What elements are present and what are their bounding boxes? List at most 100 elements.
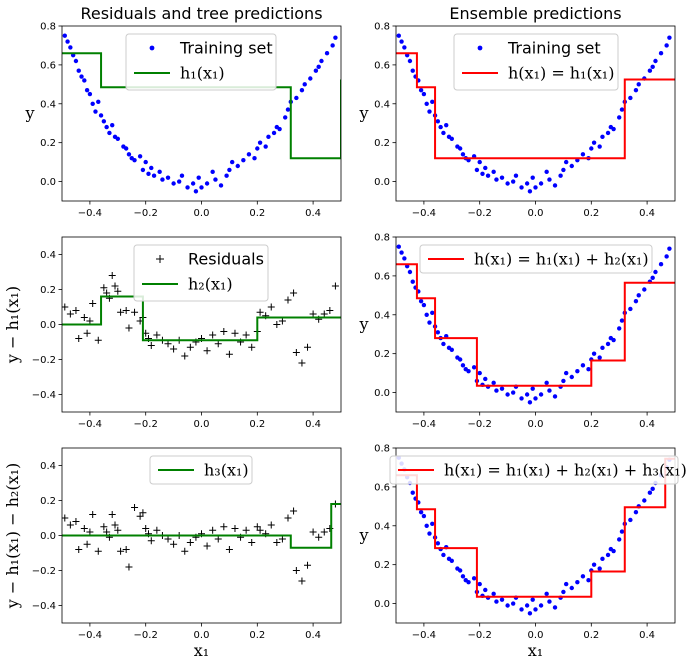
data-point [79, 74, 84, 79]
axes-frame [61, 447, 342, 624]
data-point [441, 130, 446, 136]
data-point [558, 173, 563, 178]
y-tick-label: 0.0 [40, 320, 56, 331]
data-point [75, 335, 83, 342]
legend-box [419, 244, 653, 274]
x-tick-label: 0.0 [194, 630, 210, 641]
data-point [278, 535, 286, 543]
data-point [292, 567, 300, 574]
data-point [66, 521, 74, 529]
data-point [111, 282, 119, 290]
data-point [160, 177, 165, 182]
legend: Residuals h₂(x₁) [133, 244, 269, 302]
data-point [617, 326, 622, 331]
data-point [421, 302, 427, 308]
x-tick-label: 0.4 [639, 630, 655, 641]
legend-label: Training set [179, 39, 273, 58]
legend: Training set h(x₁) = h₁(x₁) [453, 33, 619, 91]
data-point [421, 91, 427, 97]
data-point [309, 310, 317, 318]
data-point [664, 254, 669, 259]
legend-label: h₂(x₁) [188, 275, 233, 294]
data-point [153, 526, 161, 534]
data-point [538, 603, 544, 608]
data-point [333, 35, 338, 40]
x-tick-label: 0.4 [639, 208, 655, 219]
data-point [93, 109, 98, 114]
data-point [89, 300, 97, 307]
y-tick-label: 0.4 [374, 521, 390, 532]
data-point [633, 87, 639, 93]
data-point [449, 136, 454, 141]
plot-area [62, 33, 341, 194]
data-point [519, 607, 524, 612]
data-point [477, 581, 482, 587]
data-point [284, 514, 292, 522]
data-point [304, 343, 312, 351]
data-point [533, 185, 538, 190]
x-tick-label: 0.0 [194, 208, 210, 219]
data-point [131, 504, 139, 511]
data-point [441, 552, 446, 558]
x-tick-label: −0.4 [412, 630, 436, 641]
y-tick-label: 0.8 [40, 22, 56, 33]
data-point [94, 336, 102, 344]
data-point [424, 523, 429, 528]
data-point [241, 157, 246, 163]
data-point [457, 146, 463, 151]
x-tick-label: −0.4 [78, 208, 102, 219]
data-point [628, 517, 633, 523]
data-point [231, 525, 239, 532]
data-point [117, 547, 125, 555]
data-point [477, 159, 482, 165]
data-point [96, 99, 101, 105]
y-tick-label: 0.4 [40, 461, 56, 472]
data-point [242, 526, 250, 534]
data-point [563, 159, 569, 165]
data-point [575, 579, 580, 585]
data-point [530, 597, 535, 602]
data-point [449, 558, 454, 563]
prediction-step-line [62, 503, 341, 549]
y-tick-label: 0.4 [374, 99, 390, 110]
data-point [527, 400, 533, 405]
data-point [181, 352, 189, 360]
y-tick-label: 0.8 [374, 444, 390, 455]
legend: h₃(x₁) [149, 455, 253, 485]
y-tick-label: 0.6 [374, 482, 390, 493]
data-point [122, 307, 130, 314]
data-point [62, 514, 69, 522]
data-point [80, 314, 88, 321]
y-tick-label: 0.0 [374, 177, 390, 188]
data-point [199, 185, 204, 190]
legend-label: h(x₁) = h₁(x₁) + h₂(x₁) [474, 250, 649, 269]
data-point [84, 87, 90, 93]
data-point [396, 244, 401, 249]
legend-label: h(x₁) = h₁(x₁) + h₂(x₁) + h₃(x₁) [444, 461, 687, 480]
data-point [86, 528, 94, 536]
data-point [435, 119, 441, 124]
prediction-step-line [396, 457, 675, 598]
legend: h(x₁) = h₁(x₁) + h₂(x₁) [419, 244, 653, 274]
data-point [170, 540, 178, 548]
data-point [104, 124, 109, 130]
y-tick-label: 0.4 [40, 99, 56, 110]
data-point [257, 140, 263, 145]
data-point [466, 579, 471, 585]
y-tick-label: 0.2 [374, 138, 390, 149]
data-point [561, 589, 566, 595]
data-point [586, 367, 591, 372]
data-point [324, 51, 330, 56]
legend-marker [156, 255, 164, 263]
data-point [650, 275, 655, 281]
chart-panel-1: −0.4 −0.2 0.0 0.2 0.4 0.0 0.2 0.4 0.6 0.8 Residual… [24, 4, 342, 219]
y-tick-label: 0.8 [374, 22, 390, 33]
data-point [164, 535, 172, 543]
data-point [103, 289, 111, 297]
data-point [218, 183, 224, 188]
data-point [170, 345, 178, 353]
data-point [171, 181, 176, 186]
data-point [68, 45, 73, 50]
data-point [580, 574, 586, 579]
data-point [214, 340, 222, 348]
